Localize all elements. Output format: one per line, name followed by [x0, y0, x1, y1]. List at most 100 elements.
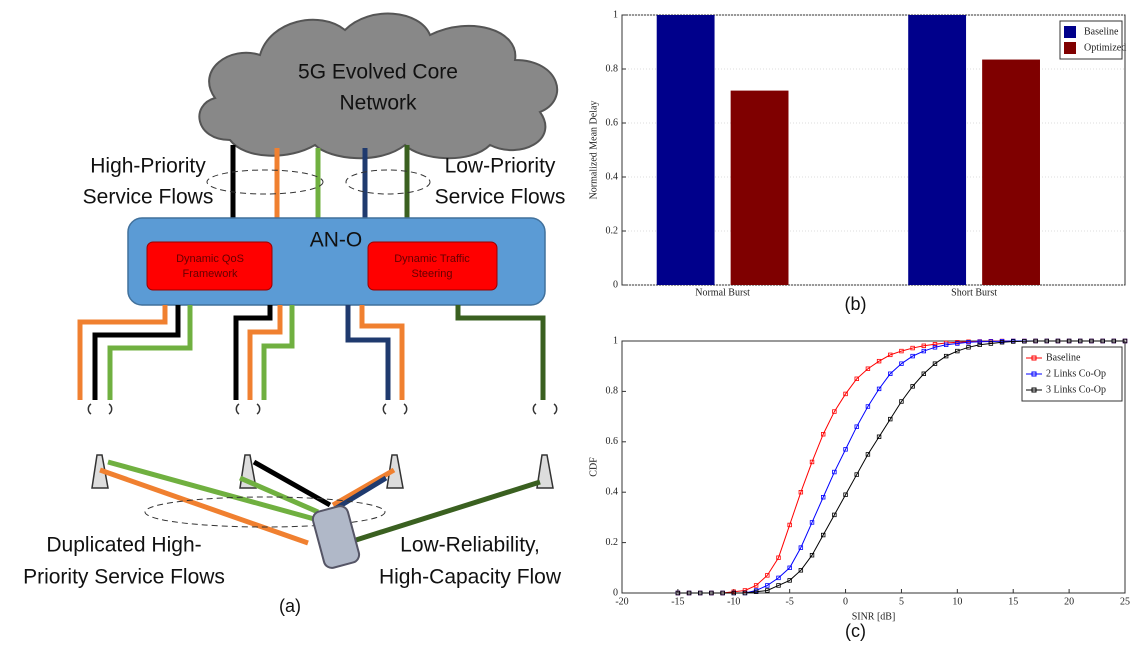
point: [854, 472, 859, 477]
point: [910, 353, 915, 359]
flow-label: Service Flows: [83, 186, 214, 209]
point: [943, 353, 949, 359]
point: [888, 352, 893, 358]
y-tick-label: 0.6: [606, 436, 619, 447]
y-tick-label: 0.4: [606, 171, 619, 182]
point: [1089, 338, 1094, 344]
point: [977, 342, 982, 347]
x-tick-label: 15: [1008, 596, 1018, 607]
point: [798, 545, 804, 550]
x-axis-label: SINR [dB]: [852, 611, 896, 622]
point: [798, 489, 804, 495]
y-tick-label: 1: [613, 335, 618, 346]
point: [821, 432, 826, 437]
steering-box: [367, 241, 498, 291]
point: [876, 386, 882, 392]
legend-label: Optimized: [1084, 42, 1126, 53]
legend-label: Baseline: [1046, 352, 1081, 363]
point: [753, 589, 759, 594]
bar: [982, 59, 1040, 285]
point: [899, 399, 904, 404]
point: [809, 520, 815, 525]
y-axis-label: Normalized Mean Delay: [588, 101, 599, 200]
point: [809, 459, 815, 465]
point: [675, 590, 681, 596]
qos-box: [146, 241, 273, 291]
bar: [730, 90, 789, 285]
point: [932, 361, 938, 366]
diagram: 5G Evolved Core Network High-Priority Se…: [23, 12, 565, 616]
module-text: Dynamic QoS: [176, 253, 244, 265]
point: [843, 492, 848, 497]
point: [843, 391, 848, 397]
point: [1022, 339, 1027, 344]
point: [765, 583, 770, 588]
point: [765, 573, 770, 578]
point: [698, 590, 703, 596]
module-text: Framework: [182, 268, 238, 280]
panel-label: (b): [845, 294, 867, 314]
point: [865, 404, 871, 409]
legend-marker: [1031, 355, 1037, 361]
point: [1078, 338, 1083, 344]
y-tick-label: 0.8: [606, 386, 619, 397]
point: [999, 340, 1005, 345]
legend-marker: [1031, 371, 1037, 377]
point: [955, 348, 960, 354]
point: [1044, 338, 1049, 344]
point: [776, 555, 781, 560]
y-tick-label: 0.2: [606, 225, 619, 236]
y-axis-label: CDF: [588, 457, 599, 477]
x-tick-label: Normal Burst: [695, 287, 750, 298]
series-line: [677, 340, 1125, 594]
point: [943, 342, 949, 347]
point: [821, 495, 826, 500]
point: [966, 345, 971, 350]
point: [854, 424, 859, 429]
point: [1055, 338, 1061, 344]
point: [843, 447, 848, 452]
point: [932, 342, 938, 347]
point: [888, 371, 893, 376]
radio-waves: [87, 403, 558, 415]
point: [776, 575, 781, 581]
module-text: Dynamic Traffic: [394, 253, 470, 265]
flow-label: High-Priority: [90, 155, 206, 178]
point: [809, 553, 815, 558]
bar: [656, 15, 715, 285]
point: [686, 590, 692, 596]
cloud-text: Network: [339, 92, 417, 115]
legend-swatch: [1064, 26, 1076, 38]
x-tick-label: 20: [1064, 596, 1074, 607]
legend-label: 2 Links Co-Op: [1046, 368, 1106, 379]
y-tick-label: 0.2: [606, 537, 619, 548]
point: [876, 434, 882, 439]
point: [899, 348, 904, 354]
point: [899, 361, 904, 366]
point: [731, 590, 736, 596]
point: [753, 583, 759, 588]
point: [921, 343, 926, 348]
point: [865, 452, 871, 457]
flow-label: Low-Priority: [445, 155, 556, 178]
point: [787, 565, 792, 570]
point: [910, 384, 915, 389]
point: [932, 345, 938, 350]
point: [832, 409, 837, 414]
point: [921, 348, 926, 354]
point: [798, 568, 804, 573]
point: [765, 588, 770, 593]
x-tick-label: -5: [785, 596, 793, 607]
point: [832, 512, 837, 518]
point: [854, 376, 859, 381]
group-ellipse: [144, 496, 386, 528]
core-links: [230, 145, 410, 220]
x-tick-label: -15: [671, 596, 684, 607]
access-links: [77, 305, 546, 400]
x-tick-label: -10: [727, 596, 740, 607]
x-tick-label: -20: [615, 596, 628, 607]
phone: [311, 505, 361, 569]
y-tick-label: 0.4: [606, 486, 619, 497]
y-tick-label: 0.6: [606, 117, 619, 128]
